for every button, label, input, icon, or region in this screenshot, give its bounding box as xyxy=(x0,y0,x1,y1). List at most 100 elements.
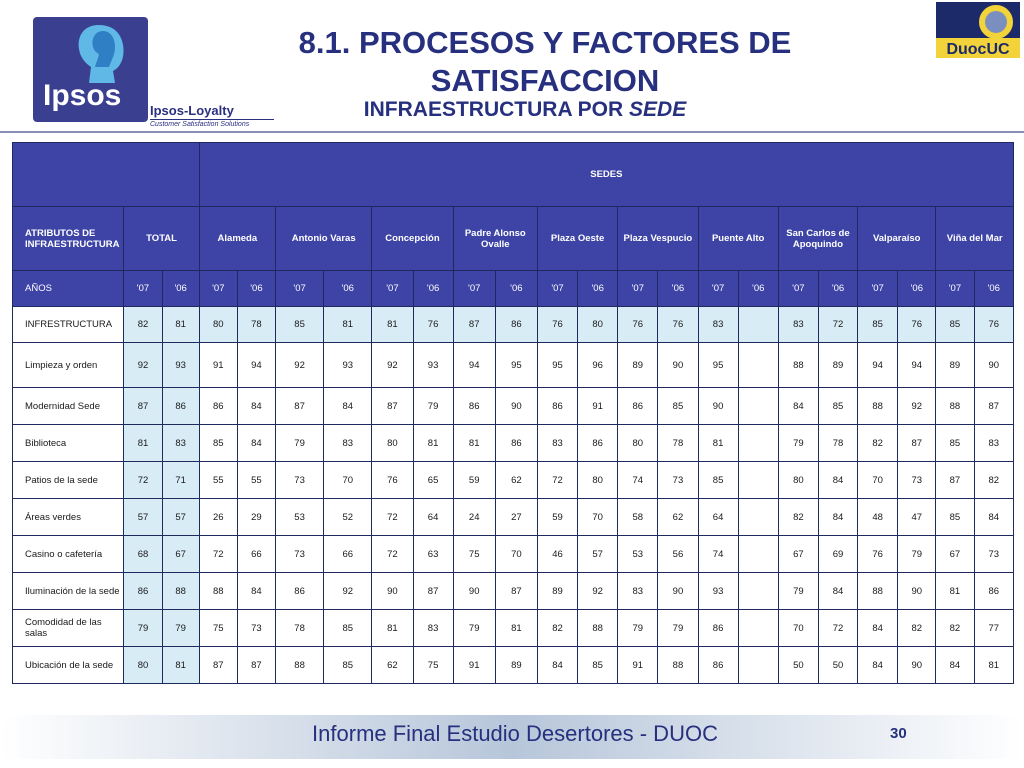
year-header: '06 xyxy=(161,270,200,307)
sede-header: Alameda xyxy=(198,206,277,271)
value-cell: 79 xyxy=(412,387,454,425)
total-cell: 86 xyxy=(161,387,200,425)
value-cell: 83 xyxy=(323,424,373,462)
value-cell: 52 xyxy=(323,498,373,536)
value-cell: 67 xyxy=(935,535,975,573)
value-cell: 80 xyxy=(577,306,619,343)
value-cell: 96 xyxy=(577,342,619,388)
value-cell: 90 xyxy=(657,572,699,610)
year-header: '07 xyxy=(617,270,659,307)
value-cell: 81 xyxy=(371,306,414,343)
value-cell: 69 xyxy=(817,535,859,573)
value-cell: 84 xyxy=(935,646,975,684)
value-cell: 84 xyxy=(236,572,277,610)
value-cell: 94 xyxy=(236,342,277,388)
value-cell xyxy=(737,461,779,499)
sede-header: Viña del Mar xyxy=(935,206,1014,271)
value-cell: 81 xyxy=(371,609,414,647)
attribute-label: Limpieza y orden xyxy=(11,342,125,388)
value-cell: 81 xyxy=(412,424,454,462)
value-cell: 73 xyxy=(657,461,699,499)
year-header: '07 xyxy=(777,270,819,307)
value-cell: 59 xyxy=(452,461,496,499)
value-cell: 90 xyxy=(657,342,699,388)
total-cell: 57 xyxy=(161,498,200,536)
value-cell xyxy=(737,572,779,610)
value-cell: 48 xyxy=(857,498,899,536)
value-cell: 79 xyxy=(274,424,325,462)
value-cell: 84 xyxy=(777,387,819,425)
attr-header: ATRIBUTOS DE INFRAESTRUCTURA xyxy=(11,206,125,271)
value-cell: 76 xyxy=(371,461,414,499)
value-cell: 46 xyxy=(536,535,579,573)
year-header: '06 xyxy=(236,270,277,307)
value-cell: 65 xyxy=(412,461,454,499)
value-cell: 50 xyxy=(777,646,819,684)
table-row: Casino o cafetería 68 67 72 66 73 66 72 63 75 70 46… xyxy=(11,535,1014,573)
value-cell: 85 xyxy=(857,306,899,343)
total-cell: 79 xyxy=(123,609,163,647)
value-cell: 83 xyxy=(777,306,819,343)
value-cell: 88 xyxy=(577,609,619,647)
value-cell: 86 xyxy=(697,609,739,647)
value-cell: 70 xyxy=(494,535,538,573)
value-cell: 74 xyxy=(617,461,659,499)
sede-header: Plaza Vespucio xyxy=(617,206,699,271)
total-cell: 88 xyxy=(161,572,200,610)
value-cell: 84 xyxy=(323,387,373,425)
value-cell: 79 xyxy=(617,609,659,647)
value-cell: 73 xyxy=(236,609,277,647)
value-cell: 72 xyxy=(198,535,238,573)
table-row: Limpieza y orden 92 93 91 94 92 93 92 93 94 95 95 96… xyxy=(11,342,1014,388)
value-cell: 85 xyxy=(577,646,619,684)
value-cell: 88 xyxy=(274,646,325,684)
value-cell: 70 xyxy=(577,498,619,536)
value-cell: 79 xyxy=(777,424,819,462)
value-cell: 82 xyxy=(857,424,899,462)
table-row: Biblioteca 81 83 85 84 79 83 80 81 81 86 83 86 80 78 81… xyxy=(11,424,1014,462)
value-cell: 55 xyxy=(236,461,277,499)
total-cell: 86 xyxy=(123,572,163,610)
total-cell: 72 xyxy=(123,461,163,499)
value-cell: 66 xyxy=(236,535,277,573)
value-cell: 70 xyxy=(857,461,899,499)
value-cell: 87 xyxy=(236,646,277,684)
value-cell: 53 xyxy=(617,535,659,573)
value-cell: 93 xyxy=(697,572,739,610)
ipsos-loyalty-logo: Ipsos-Loyalty Customer Satisfaction Solu… xyxy=(150,103,274,128)
value-cell: 75 xyxy=(452,535,496,573)
value-cell: 85 xyxy=(198,424,238,462)
value-cell xyxy=(737,424,779,462)
value-cell: 50 xyxy=(817,646,859,684)
value-cell: 86 xyxy=(617,387,659,425)
value-cell: 47 xyxy=(897,498,937,536)
value-cell: 95 xyxy=(697,342,739,388)
value-cell: 95 xyxy=(494,342,538,388)
year-header: '07 xyxy=(935,270,975,307)
value-cell: 74 xyxy=(697,535,739,573)
table-row: Áreas verdes 57 57 26 29 53 52 72 64 24 27 59 70 58 62… xyxy=(11,498,1014,536)
value-cell: 81 xyxy=(323,306,373,343)
value-cell: 78 xyxy=(274,609,325,647)
value-cell: 81 xyxy=(973,646,1014,684)
value-cell: 64 xyxy=(412,498,454,536)
year-header: '07 xyxy=(198,270,238,307)
page-number: 30 xyxy=(890,725,907,742)
value-cell: 92 xyxy=(897,387,937,425)
duoc-wordmark: DuocUC xyxy=(946,41,1010,58)
value-cell: 81 xyxy=(452,424,496,462)
value-cell: 85 xyxy=(935,498,975,536)
attribute-label: INFRESTRUCTURA xyxy=(11,306,125,343)
total-cell: 71 xyxy=(161,461,200,499)
table-row: Modernidad Sede 87 86 86 84 87 84 87 79 86 90 86 91 8… xyxy=(11,387,1014,425)
page-subtitle: INFRAESTRUCTURA POR SEDE xyxy=(300,98,750,122)
attribute-label: Casino o cafetería xyxy=(11,535,125,573)
total-cell: 87 xyxy=(123,387,163,425)
value-cell: 80 xyxy=(198,306,238,343)
year-header: '06 xyxy=(577,270,619,307)
sede-header: Valparaíso xyxy=(857,206,937,271)
table-row: Patios de la sede 72 71 55 55 73 70 76 65 59 62 72 8… xyxy=(11,461,1014,499)
table-row: Iluminación de la sede 86 88 88 84 86 92 90 87 90… xyxy=(11,572,1014,610)
year-header: '06 xyxy=(737,270,779,307)
value-cell: 76 xyxy=(617,306,659,343)
